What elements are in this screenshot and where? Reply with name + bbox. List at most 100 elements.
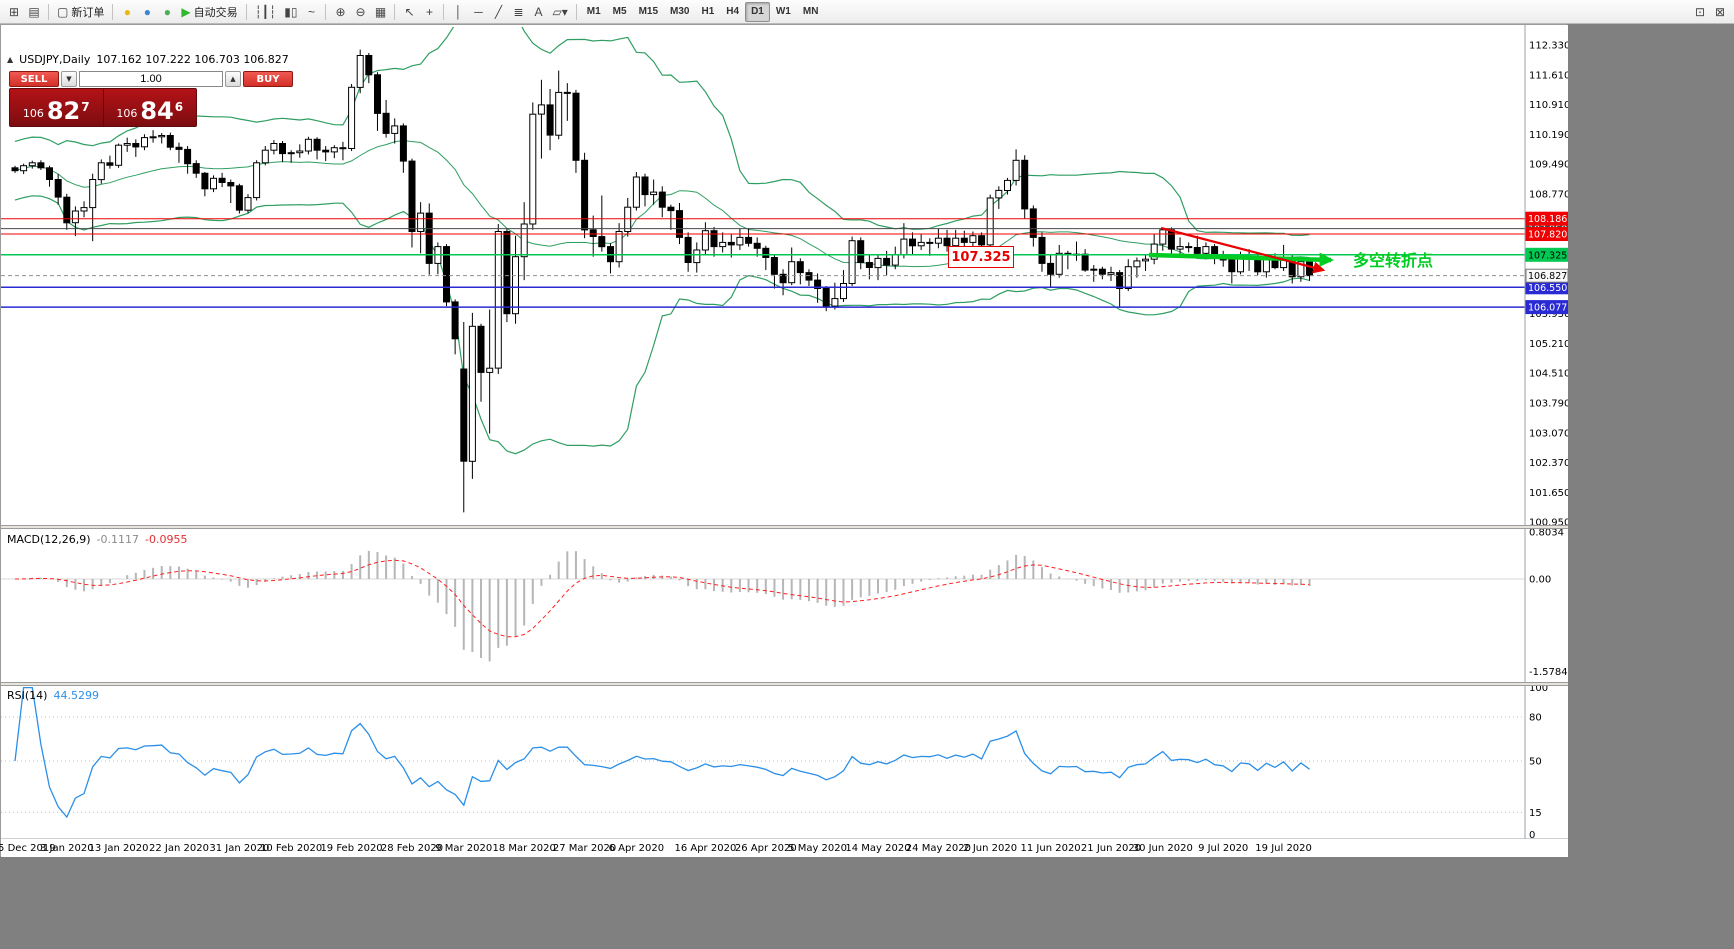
candle-body: [952, 237, 960, 247]
axis-label: 104.510: [1529, 368, 1568, 379]
candle-body: [408, 160, 416, 233]
candle-body: [166, 135, 174, 148]
candle-body: [279, 143, 286, 155]
text-button[interactable]: A: [528, 2, 548, 22]
sell-button[interactable]: SELL: [9, 71, 59, 87]
chart-canvas[interactable]: 112.330 111.610 110.910 110.190 109.490 108.7…: [1, 25, 1568, 857]
price-tag-text: 106.077: [1528, 303, 1567, 314]
price-tag: [1525, 211, 1568, 226]
candle-body: [304, 138, 312, 152]
axis-label: 112.330: [1529, 41, 1568, 52]
community-button[interactable]: ●: [137, 2, 157, 22]
candle-body: [71, 210, 79, 224]
new-order-button[interactable]: ▢ 新订单: [53, 2, 108, 22]
price-callout-box[interactable]: 107.325: [948, 246, 1014, 268]
trendline-button[interactable]: ╱: [488, 2, 508, 22]
toolbar-separator: [575, 3, 577, 20]
tf-m5[interactable]: M5: [607, 2, 633, 22]
candle-chart-button[interactable]: ▮▯: [280, 2, 301, 22]
candle-body: [89, 179, 97, 209]
window-button[interactable]: ⊡: [1690, 2, 1710, 22]
time-axis-label: 9 Mar 2020: [435, 843, 493, 854]
shapes-button[interactable]: ▱▾: [548, 2, 571, 22]
candle-body: [857, 240, 865, 263]
fibo-button[interactable]: ≣: [508, 2, 528, 22]
crosshair-icon: +: [425, 4, 433, 19]
rsi-value: 44.5299: [53, 689, 99, 702]
candle-body: [184, 148, 192, 165]
new-chart-button[interactable]: ⊞: [4, 2, 24, 22]
candle-body: [1133, 260, 1141, 268]
buy-button[interactable]: BUY: [243, 71, 293, 87]
candle-body: [1038, 236, 1046, 264]
market-button[interactable]: ●: [117, 2, 137, 22]
price-tag: [1525, 247, 1568, 262]
candle-body: [537, 104, 545, 115]
cursor-button[interactable]: ↖: [399, 2, 419, 22]
candle-body: [37, 162, 45, 169]
candle-body: [227, 182, 235, 187]
downtrend-arrow[interactable]: [1160, 226, 1326, 274]
candle-body: [865, 262, 873, 268]
cursor-icon: ↖: [404, 4, 415, 19]
bar-chart-button[interactable]: ┆┃┆: [251, 2, 281, 22]
tf-h4[interactable]: H4: [720, 2, 745, 22]
candle-body: [555, 91, 563, 136]
time-axis-label: 31 Jan 2020: [209, 843, 270, 854]
volume-spinner-icon[interactable]: ▲: [225, 71, 241, 87]
autotrade-button[interactable]: ▶ 自动交易: [177, 2, 241, 22]
tf-w1[interactable]: W1: [770, 2, 797, 22]
tf-h1[interactable]: H1: [695, 2, 720, 22]
candle-body: [322, 149, 330, 153]
help-button[interactable]: ⊠: [1710, 2, 1730, 22]
volume-input[interactable]: [79, 71, 223, 87]
vline-button[interactable]: │: [448, 2, 468, 22]
candle-body: [235, 185, 243, 211]
zoom-in-button[interactable]: ⊕: [330, 2, 350, 22]
candle-body: [1124, 266, 1132, 290]
chart-window: 112.330 111.610 110.910 110.190 109.490 108.7…: [0, 24, 1568, 857]
candle-body: [348, 86, 356, 150]
candle-body: [1262, 258, 1270, 273]
candle-body: [132, 143, 140, 148]
tf-mn[interactable]: MN: [797, 2, 825, 22]
time-axis-label: 18 Mar 2020: [492, 843, 556, 854]
buy-price-base: 106: [116, 107, 138, 120]
mql5-button[interactable]: ●: [157, 2, 177, 22]
line-chart-button[interactable]: ~: [301, 2, 321, 22]
tf-m1[interactable]: M1: [581, 2, 607, 22]
toolbar-separator: [443, 3, 445, 20]
annotation-note-text[interactable]: 多空转折点: [1353, 251, 1434, 270]
sell-price-display[interactable]: 106 82 7: [10, 89, 103, 126]
candle-body: [1176, 246, 1184, 250]
support-arrow[interactable]: [1148, 252, 1334, 267]
line-chart-icon: ~: [307, 4, 315, 19]
panel-splitter[interactable]: [1, 682, 1568, 686]
candle-body: [667, 206, 675, 212]
tf-m15[interactable]: M15: [633, 2, 664, 22]
candle-body: [736, 236, 744, 246]
tile-windows-button[interactable]: ▦: [370, 2, 390, 22]
chart-ohlc-values: 107.162 107.222 106.703 106.827: [96, 53, 289, 66]
candle-body: [443, 246, 450, 303]
buy-price-display[interactable]: 106 84 6: [104, 89, 197, 126]
candle-body: [684, 236, 692, 263]
tf-d1[interactable]: D1: [745, 1, 770, 22]
axis-label: 102.370: [1529, 458, 1568, 469]
tf-m30[interactable]: M30: [664, 2, 695, 22]
candle-body: [1081, 253, 1089, 271]
main-toolbar: ⊞ ▤ ▢ 新订单 ● ● ● ▶ 自动交易 ┆┃┆ ▮▯ ~ ⊕ ⊖ ▦ ↖ + │ ─ ╱ ≣ A ▱▾ M1 M5 M15 M…: [0, 0, 1734, 24]
chart-symbol-period: USDJPY,Daily: [19, 53, 91, 66]
hline-button[interactable]: ─: [468, 2, 488, 22]
autotrade-button-label: 自动交易: [193, 6, 238, 19]
candle-body: [313, 138, 321, 151]
crosshair-button[interactable]: +: [419, 2, 439, 22]
panel-splitter[interactable]: [1, 525, 1568, 529]
profiles-button[interactable]: ▤: [24, 2, 44, 22]
candle-body: [1116, 272, 1124, 290]
zoom-out-button[interactable]: ⊖: [350, 2, 370, 22]
oneclick-collapse-icon[interactable]: ▲: [7, 55, 14, 64]
axis-label: 103.790: [1529, 398, 1568, 409]
volume-dropdown-icon[interactable]: ▼: [61, 71, 77, 87]
